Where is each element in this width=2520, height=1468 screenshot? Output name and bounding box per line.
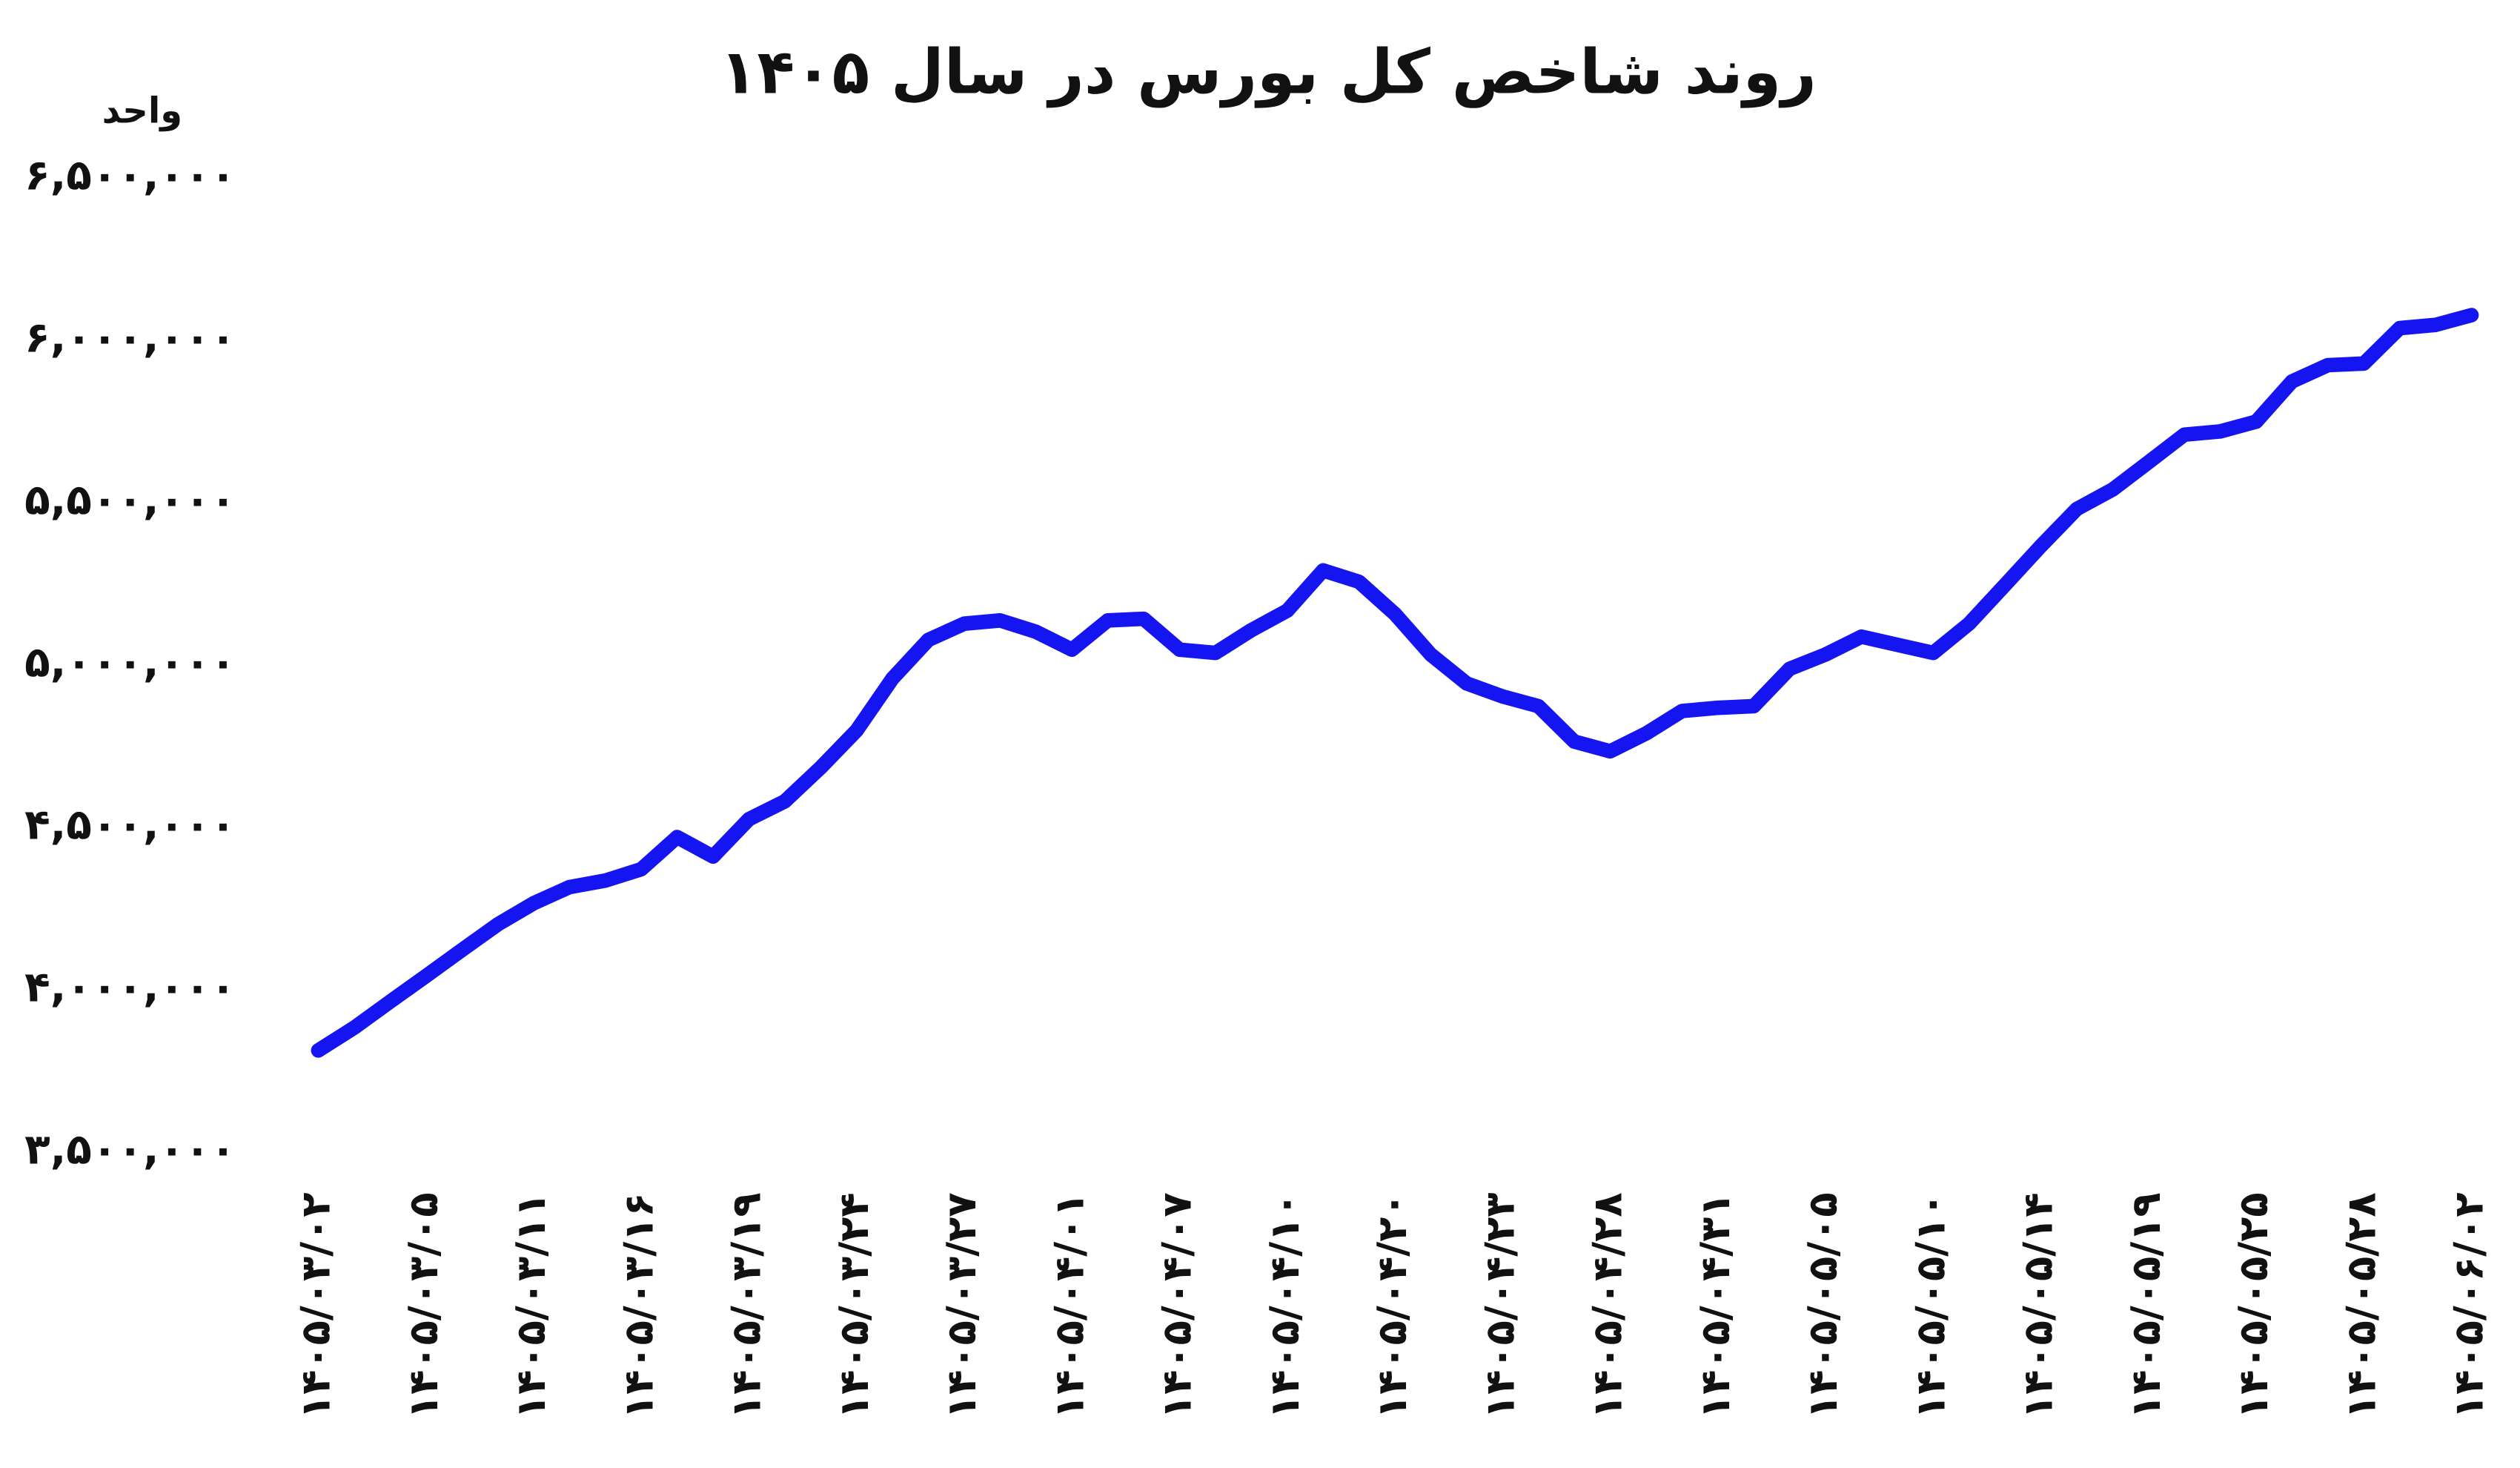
y-tick-label: ۳,۵۰۰,۰۰۰ [24, 1125, 236, 1174]
x-tick-label: ۱۴۰۵/۰۴/۲۰ [1368, 1192, 1416, 1419]
x-tick-label: ۱۴۰۵/۰۳/۲۴ [830, 1192, 878, 1419]
x-tick-label: ۱۴۰۵/۰۳/۱۹ [723, 1192, 770, 1419]
y-tick-label: ۴,۵۰۰,۰۰۰ [24, 800, 236, 849]
data-line [311, 308, 2479, 1058]
x-tick-label: ۱۴۰۵/۰۵/۱۹ [2122, 1192, 2169, 1419]
x-tick-label: ۱۴۰۵/۰۵/۲۵ [2229, 1192, 2277, 1419]
y-tick-label: ۵,۰۰۰,۰۰۰ [24, 638, 236, 687]
x-tick-label: ۱۴۰۵/۰۴/۱۰ [1261, 1192, 1308, 1419]
x-tick-label: ۱۴۰۵/۰۳/۰۲ [292, 1192, 339, 1419]
x-tick-label: ۱۴۰۵/۰۵/۱۴ [2015, 1192, 2062, 1419]
x-tick-label: ۱۴۰۵/۰۳/۱۶ [614, 1192, 662, 1419]
x-tick-label: ۱۴۰۵/۰۳/۰۵ [399, 1192, 447, 1419]
y-tick-label: ۶,۵۰۰,۰۰۰ [24, 151, 236, 199]
x-tick-label: ۱۴۰۵/۰۴/۲۳ [1476, 1192, 1523, 1419]
y-tick-label: ۵,۵۰۰,۰۰۰ [24, 475, 236, 524]
x-tick-label: ۱۴۰۵/۰۶/۰۲ [2445, 1192, 2493, 1419]
x-tick-label: ۱۴۰۵/۰۵/۰۵ [1799, 1192, 1846, 1419]
x-tick-label: ۱۴۰۵/۰۵/۲۸ [2337, 1192, 2384, 1419]
y-tick-label: ۶,۰۰۰,۰۰۰ [24, 313, 236, 362]
x-tick-label: ۱۴۰۵/۰۳/۱۱ [507, 1192, 554, 1419]
x-tick-label: ۱۴۰۵/۰۳/۲۷ [938, 1192, 985, 1419]
x-tick-label: ۱۴۰۵/۰۴/۰۷ [1153, 1192, 1201, 1419]
x-tick-label: ۱۴۰۵/۰۴/۳۱ [1691, 1192, 1739, 1419]
chart-title: روند شاخص کل بورس در سال ۱۴۰۵ [720, 36, 1817, 108]
x-tick-label: ۱۴۰۵/۰۵/۱۰ [1906, 1192, 1954, 1419]
x-tick-label: ۱۴۰۵/۰۴/۰۱ [1045, 1192, 1092, 1419]
y-axis-unit: واحد [102, 91, 182, 132]
x-tick-label: ۱۴۰۵/۰۴/۲۸ [1584, 1192, 1631, 1419]
y-tick-label: ۴,۰۰۰,۰۰۰ [24, 963, 236, 1012]
